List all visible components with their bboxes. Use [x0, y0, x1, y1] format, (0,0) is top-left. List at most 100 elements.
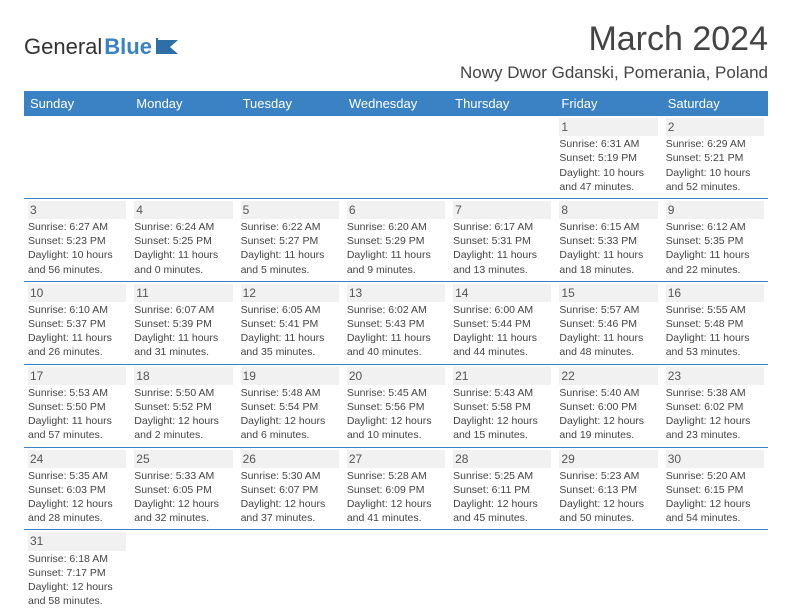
daylight-label: Daylight: 11 hours and 53 minutes.: [666, 331, 764, 359]
day-content: Sunrise: 5:55 AMSunset: 5:48 PMDaylight:…: [666, 303, 764, 360]
daylight-label: Daylight: 11 hours and 13 minutes.: [453, 248, 551, 276]
daylight-label: Daylight: 12 hours and 28 minutes.: [28, 497, 126, 525]
daylight-label: Daylight: 12 hours and 6 minutes.: [241, 414, 339, 442]
calendar-day-cell: 18Sunrise: 5:50 AMSunset: 5:52 PMDayligh…: [130, 364, 236, 447]
calendar-table: Sunday Monday Tuesday Wednesday Thursday…: [24, 91, 768, 612]
daylight-label: Daylight: 12 hours and 23 minutes.: [666, 414, 764, 442]
col-tuesday: Tuesday: [237, 91, 343, 116]
sunset-label: Sunset: 5:27 PM: [241, 234, 339, 248]
calendar-day-cell: 22Sunrise: 5:40 AMSunset: 6:00 PMDayligh…: [555, 364, 661, 447]
sunset-label: Sunset: 5:41 PM: [241, 317, 339, 331]
sunrise-label: Sunrise: 6:22 AM: [241, 220, 339, 234]
col-friday: Friday: [555, 91, 661, 116]
sunrise-label: Sunrise: 5:20 AM: [666, 469, 764, 483]
sunrise-label: Sunrise: 6:17 AM: [453, 220, 551, 234]
day-content: Sunrise: 5:38 AMSunset: 6:02 PMDaylight:…: [666, 386, 764, 443]
day-content: Sunrise: 5:53 AMSunset: 5:50 PMDaylight:…: [28, 386, 126, 443]
sunset-label: Sunset: 5:39 PM: [134, 317, 232, 331]
calendar-day-cell: 7Sunrise: 6:17 AMSunset: 5:31 PMDaylight…: [449, 198, 555, 281]
calendar-day-cell: [24, 116, 130, 198]
sunset-label: Sunset: 5:25 PM: [134, 234, 232, 248]
calendar-day-cell: 2Sunrise: 6:29 AMSunset: 5:21 PMDaylight…: [662, 116, 768, 198]
sunset-label: Sunset: 5:58 PM: [453, 400, 551, 414]
day-content: Sunrise: 5:23 AMSunset: 6:13 PMDaylight:…: [559, 469, 657, 526]
calendar-day-cell: [343, 116, 449, 198]
sunrise-label: Sunrise: 6:05 AM: [241, 303, 339, 317]
day-content: Sunrise: 6:15 AMSunset: 5:33 PMDaylight:…: [559, 220, 657, 277]
sunrise-label: Sunrise: 6:31 AM: [559, 137, 657, 151]
sunset-label: Sunset: 5:37 PM: [28, 317, 126, 331]
day-number: 27: [347, 450, 445, 468]
daylight-label: Daylight: 11 hours and 35 minutes.: [241, 331, 339, 359]
daylight-label: Daylight: 12 hours and 37 minutes.: [241, 497, 339, 525]
col-monday: Monday: [130, 91, 236, 116]
calendar-day-cell: [449, 116, 555, 198]
sunset-label: Sunset: 6:05 PM: [134, 483, 232, 497]
calendar-week-row: 10Sunrise: 6:10 AMSunset: 5:37 PMDayligh…: [24, 281, 768, 364]
sunrise-label: Sunrise: 6:29 AM: [666, 137, 764, 151]
daylight-label: Daylight: 11 hours and 44 minutes.: [453, 331, 551, 359]
calendar-day-cell: 28Sunrise: 5:25 AMSunset: 6:11 PMDayligh…: [449, 447, 555, 530]
sunset-label: Sunset: 5:56 PM: [347, 400, 445, 414]
sunset-label: Sunset: 5:52 PM: [134, 400, 232, 414]
day-content: Sunrise: 6:10 AMSunset: 5:37 PMDaylight:…: [28, 303, 126, 360]
day-number: 23: [666, 367, 764, 385]
sunset-label: Sunset: 6:15 PM: [666, 483, 764, 497]
daylight-label: Daylight: 12 hours and 19 minutes.: [559, 414, 657, 442]
day-content: Sunrise: 5:43 AMSunset: 5:58 PMDaylight:…: [453, 386, 551, 443]
sunset-label: Sunset: 6:00 PM: [559, 400, 657, 414]
title-block: March 2024 Nowy Dwor Gdanski, Pomerania,…: [460, 20, 768, 83]
day-number: 29: [559, 450, 657, 468]
sunrise-label: Sunrise: 5:53 AM: [28, 386, 126, 400]
daylight-label: Daylight: 11 hours and 5 minutes.: [241, 248, 339, 276]
sunrise-label: Sunrise: 5:30 AM: [241, 469, 339, 483]
day-number: 24: [28, 450, 126, 468]
day-content: Sunrise: 6:31 AMSunset: 5:19 PMDaylight:…: [559, 137, 657, 194]
day-content: Sunrise: 6:22 AMSunset: 5:27 PMDaylight:…: [241, 220, 339, 277]
day-content: Sunrise: 6:17 AMSunset: 5:31 PMDaylight:…: [453, 220, 551, 277]
day-content: Sunrise: 5:28 AMSunset: 6:09 PMDaylight:…: [347, 469, 445, 526]
day-number: 22: [559, 367, 657, 385]
day-number: 7: [453, 201, 551, 219]
daylight-label: Daylight: 12 hours and 32 minutes.: [134, 497, 232, 525]
sunrise-label: Sunrise: 5:28 AM: [347, 469, 445, 483]
sunset-label: Sunset: 5:19 PM: [559, 151, 657, 165]
day-content: Sunrise: 6:00 AMSunset: 5:44 PMDaylight:…: [453, 303, 551, 360]
sunrise-label: Sunrise: 6:20 AM: [347, 220, 445, 234]
day-content: Sunrise: 6:29 AMSunset: 5:21 PMDaylight:…: [666, 137, 764, 194]
day-content: Sunrise: 6:05 AMSunset: 5:41 PMDaylight:…: [241, 303, 339, 360]
day-content: Sunrise: 5:50 AMSunset: 5:52 PMDaylight:…: [134, 386, 232, 443]
day-number: 5: [241, 201, 339, 219]
calendar-day-cell: [130, 530, 236, 612]
calendar-day-cell: 1Sunrise: 6:31 AMSunset: 5:19 PMDaylight…: [555, 116, 661, 198]
calendar-day-cell: [555, 530, 661, 612]
calendar-day-cell: 14Sunrise: 6:00 AMSunset: 5:44 PMDayligh…: [449, 281, 555, 364]
calendar-day-cell: 20Sunrise: 5:45 AMSunset: 5:56 PMDayligh…: [343, 364, 449, 447]
day-number: 6: [347, 201, 445, 219]
calendar-day-cell: [130, 116, 236, 198]
day-content: Sunrise: 5:35 AMSunset: 6:03 PMDaylight:…: [28, 469, 126, 526]
daylight-label: Daylight: 11 hours and 31 minutes.: [134, 331, 232, 359]
sunrise-label: Sunrise: 5:45 AM: [347, 386, 445, 400]
daylight-label: Daylight: 11 hours and 57 minutes.: [28, 414, 126, 442]
sunset-label: Sunset: 6:13 PM: [559, 483, 657, 497]
sunrise-label: Sunrise: 5:25 AM: [453, 469, 551, 483]
calendar-day-cell: 8Sunrise: 6:15 AMSunset: 5:33 PMDaylight…: [555, 198, 661, 281]
sunrise-label: Sunrise: 5:23 AM: [559, 469, 657, 483]
day-content: Sunrise: 5:33 AMSunset: 6:05 PMDaylight:…: [134, 469, 232, 526]
logo-text-general: General: [24, 34, 102, 60]
sunrise-label: Sunrise: 5:48 AM: [241, 386, 339, 400]
day-number: 8: [559, 201, 657, 219]
day-number: 15: [559, 284, 657, 302]
daylight-label: Daylight: 11 hours and 22 minutes.: [666, 248, 764, 276]
day-number: 9: [666, 201, 764, 219]
day-number: 3: [28, 201, 126, 219]
page-title: March 2024: [460, 20, 768, 59]
day-number: 12: [241, 284, 339, 302]
day-content: Sunrise: 6:27 AMSunset: 5:23 PMDaylight:…: [28, 220, 126, 277]
day-number: 25: [134, 450, 232, 468]
calendar-day-cell: 16Sunrise: 5:55 AMSunset: 5:48 PMDayligh…: [662, 281, 768, 364]
flag-icon: [156, 36, 182, 59]
calendar-day-cell: 19Sunrise: 5:48 AMSunset: 5:54 PMDayligh…: [237, 364, 343, 447]
sunset-label: Sunset: 5:21 PM: [666, 151, 764, 165]
